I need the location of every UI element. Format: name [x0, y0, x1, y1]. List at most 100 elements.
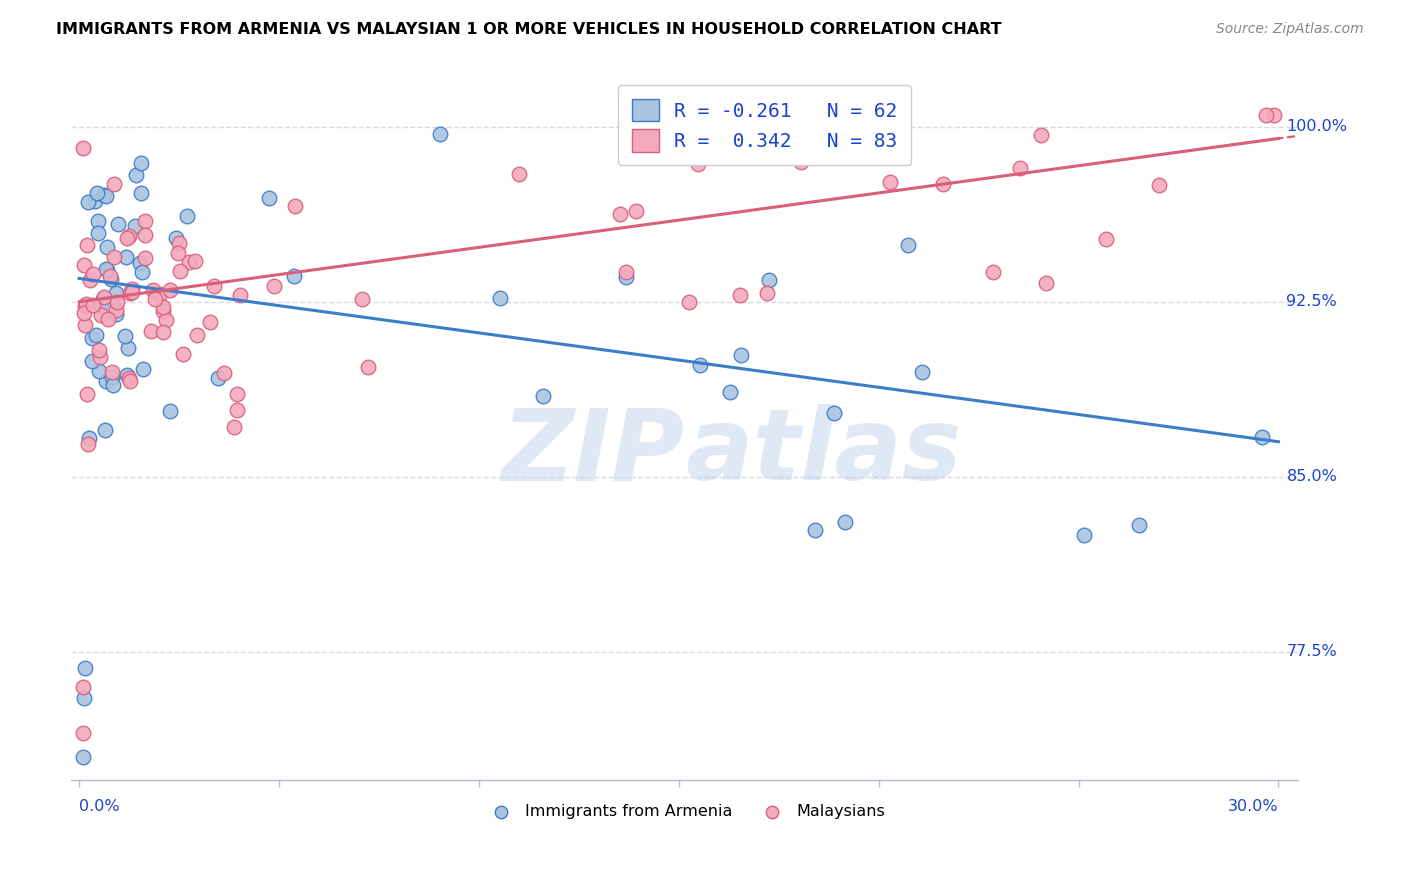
Point — [134, 213, 156, 227]
Point — [121, 282, 143, 296]
Point — [96, 240, 118, 254]
Point — [72, 680, 94, 694]
Point — [200, 315, 222, 329]
Point — [103, 251, 125, 265]
Point — [93, 290, 115, 304]
Point — [1263, 108, 1285, 122]
Point — [1256, 108, 1278, 122]
Point — [100, 272, 122, 286]
Point — [139, 324, 162, 338]
Point — [97, 312, 120, 326]
Point — [93, 188, 115, 202]
Text: 0.0%: 0.0% — [79, 798, 120, 814]
Point — [82, 268, 104, 282]
Point — [689, 358, 711, 372]
Point — [169, 235, 191, 250]
Point — [75, 299, 97, 313]
Point — [889, 131, 911, 145]
Point — [142, 283, 165, 297]
Point — [186, 328, 208, 343]
Point — [1094, 232, 1116, 246]
Point — [931, 178, 953, 192]
Text: 85.0%: 85.0% — [1286, 469, 1337, 484]
Point — [728, 287, 751, 301]
Point — [94, 374, 117, 388]
Point — [117, 230, 139, 244]
Point — [89, 364, 111, 378]
Point — [125, 168, 148, 182]
Point — [1073, 528, 1095, 542]
Point — [73, 691, 96, 706]
Point — [357, 360, 380, 375]
Point — [177, 255, 200, 269]
Point — [72, 726, 94, 740]
Point — [75, 661, 97, 675]
Point — [184, 254, 207, 268]
Point — [834, 515, 856, 529]
Point — [72, 749, 94, 764]
Point — [90, 308, 112, 322]
Point — [80, 354, 103, 368]
Point — [263, 279, 285, 293]
Point — [152, 325, 174, 339]
Point — [104, 306, 127, 320]
Point — [149, 287, 172, 301]
Point — [76, 237, 98, 252]
Point — [488, 291, 510, 305]
Point — [624, 203, 647, 218]
Point — [207, 371, 229, 385]
Point — [165, 231, 187, 245]
Point — [686, 157, 709, 171]
Point — [283, 268, 305, 283]
Point — [225, 387, 247, 401]
Point — [1147, 178, 1170, 193]
Text: 92.5%: 92.5% — [1286, 294, 1337, 310]
Point — [77, 195, 100, 210]
Point — [80, 331, 103, 345]
Point — [72, 141, 94, 155]
Point — [84, 194, 107, 208]
Point — [132, 362, 155, 376]
Point — [981, 265, 1004, 279]
Point — [720, 384, 742, 399]
Point — [159, 283, 181, 297]
Point — [91, 292, 114, 306]
Point — [823, 406, 845, 420]
Point — [429, 127, 451, 141]
Text: ZIP: ZIP — [502, 404, 685, 501]
Point — [508, 167, 530, 181]
Point — [678, 294, 700, 309]
Point — [614, 270, 637, 285]
Point — [79, 273, 101, 287]
Point — [82, 298, 104, 312]
Point — [121, 285, 143, 299]
Point — [94, 261, 117, 276]
Point — [89, 350, 111, 364]
Point — [134, 251, 156, 265]
Point — [1035, 277, 1057, 291]
Point — [169, 264, 191, 278]
Point — [101, 377, 124, 392]
Point — [202, 278, 225, 293]
Point — [103, 177, 125, 191]
Text: Source: ZipAtlas.com: Source: ZipAtlas.com — [1216, 22, 1364, 37]
Point — [77, 431, 100, 445]
Point — [284, 199, 307, 213]
Point — [115, 250, 138, 264]
Point — [897, 238, 920, 252]
Point — [75, 296, 97, 310]
Point — [115, 368, 138, 383]
Point — [104, 285, 127, 300]
Point — [104, 303, 127, 318]
Point — [176, 209, 198, 223]
Point — [124, 219, 146, 233]
Point — [212, 366, 235, 380]
Point — [90, 298, 112, 312]
Point — [755, 285, 778, 300]
Point — [118, 286, 141, 301]
Point — [129, 186, 152, 201]
Point — [790, 155, 813, 169]
Point — [89, 343, 111, 358]
Point — [107, 218, 129, 232]
Point — [257, 191, 280, 205]
